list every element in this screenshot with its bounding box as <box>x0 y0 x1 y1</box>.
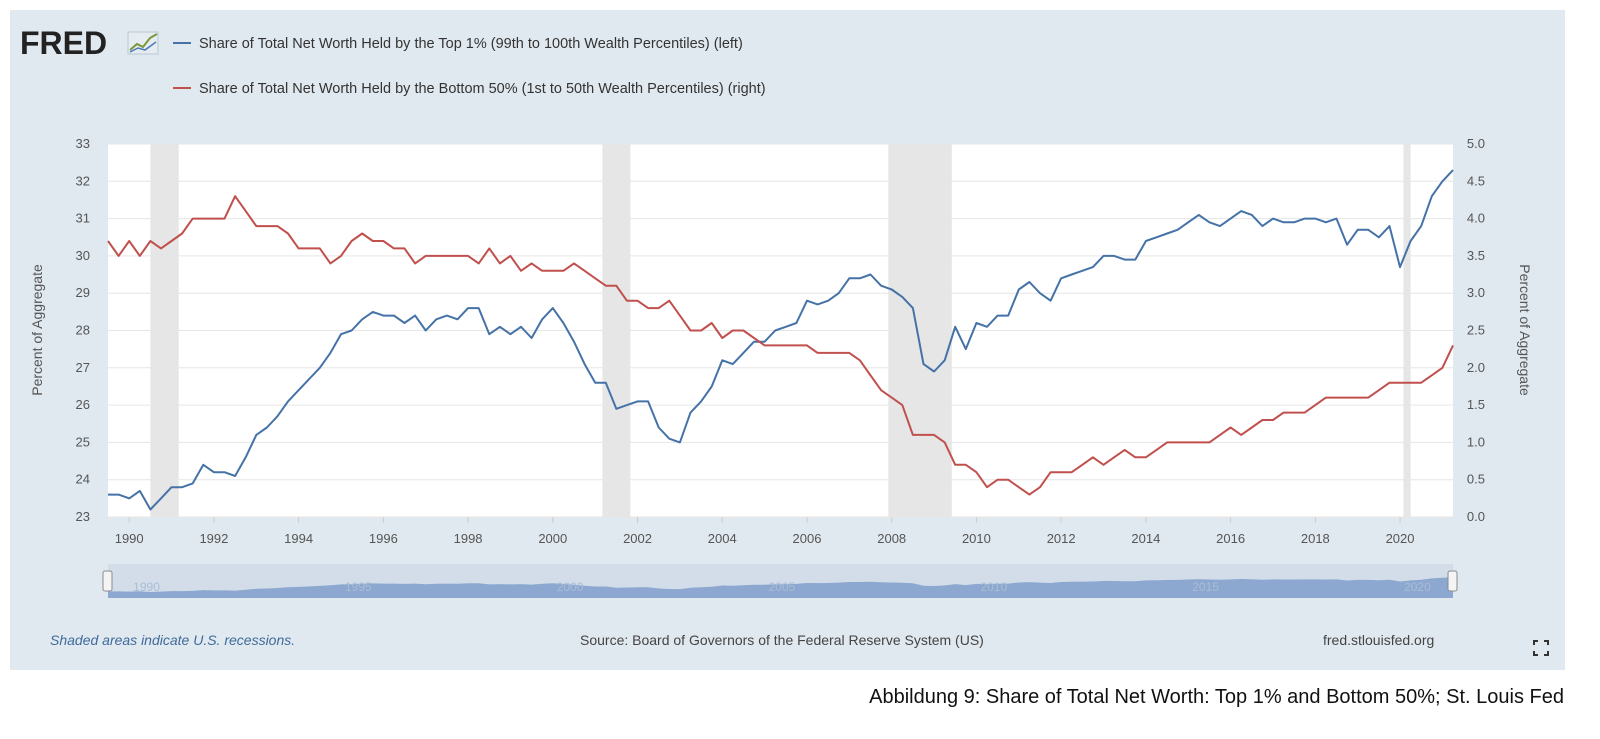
chart-panel: FRED Share of Total Net Worth Held by th… <box>10 10 1565 670</box>
navigator-tick-label: 1995 <box>345 580 372 594</box>
y-right-tick-label: 1.5 <box>1467 397 1485 412</box>
y-right-tick-label: 1.0 <box>1467 434 1485 449</box>
series-line-top1 <box>108 169 1454 511</box>
x-tick-label: 1990 <box>115 531 144 546</box>
y-left-tick-label: 27 <box>76 360 90 375</box>
legend-item-top1[interactable]: Share of Total Net Worth Held by the Top… <box>173 36 743 52</box>
y-right-tick-label: 4.0 <box>1467 211 1485 226</box>
x-tick-label: 2006 <box>793 531 822 546</box>
y-left-tick-label: 29 <box>76 285 90 300</box>
x-tick-label: 1992 <box>199 531 228 546</box>
legend-label-top1: Share of Total Net Worth Held by the Top… <box>199 36 743 52</box>
x-tick-label: 1998 <box>454 531 483 546</box>
navigator-handle-left[interactable] <box>102 570 113 592</box>
navigator-area <box>108 577 1453 598</box>
series-lines <box>107 169 1454 511</box>
x-tick-label: 2010 <box>962 531 991 546</box>
y-left-tick-label: 33 <box>76 136 90 151</box>
fred-logo-chart-icon <box>127 31 159 55</box>
figure-caption: Abbildung 9: Share of Total Net Worth: T… <box>869 686 1564 708</box>
y-left-tick-label: 26 <box>76 397 90 412</box>
y-axis-left: 23 24 25 26 27 28 29 30 31 32 33 <box>76 136 90 524</box>
legend-item-bottom50[interactable]: Share of Total Net Worth Held by the Bot… <box>173 81 766 97</box>
recession-note: Shaded areas indicate U.S. recessions. <box>50 632 296 648</box>
x-tick-label: 2018 <box>1301 531 1330 546</box>
x-tick-label: 2016 <box>1216 531 1245 546</box>
y-left-tick-label: 28 <box>76 323 90 338</box>
x-tick-label: 1996 <box>369 531 398 546</box>
y-left-tick-label: 31 <box>76 211 90 226</box>
y-right-tick-label: 0.0 <box>1467 509 1485 524</box>
chart: FRED Share of Total Net Worth Held by th… <box>20 25 1533 598</box>
legend[interactable]: Share of Total Net Worth Held by the Top… <box>173 36 766 97</box>
navigator-handle-right[interactable] <box>1447 570 1458 592</box>
y-right-tick-label: 2.5 <box>1467 323 1485 338</box>
navigator-tick-label: 1990 <box>133 580 160 594</box>
website-link[interactable]: fred.stlouisfed.org <box>1323 632 1435 648</box>
legend-label-bottom50: Share of Total Net Worth Held by the Bot… <box>199 81 766 97</box>
navigator-tick-label: 2010 <box>980 580 1007 594</box>
x-tick-label: 2008 <box>877 531 906 546</box>
y-axis-right: 0.0 0.5 1.0 1.5 2.0 2.5 3.0 3.5 4.0 4.5 5.0 <box>1467 136 1485 524</box>
y-axis-right-title: Percent of Aggregate <box>1517 264 1533 396</box>
x-tick-label: 2000 <box>538 531 567 546</box>
x-tick-label: 2014 <box>1131 531 1160 546</box>
navigator-ticks: 1990 1995 2000 2005 2010 2015 2020 <box>133 580 1431 594</box>
navigator-tick-label: 2000 <box>557 580 584 594</box>
x-tick-label: 2020 <box>1386 531 1415 546</box>
y-left-tick-label: 32 <box>76 173 90 188</box>
fullscreen-icon[interactable] <box>1533 640 1549 656</box>
y-axis-left-title: Percent of Aggregate <box>29 264 45 396</box>
y-right-tick-label: 4.5 <box>1467 173 1485 188</box>
navigator-tick-label: 2005 <box>769 580 796 594</box>
y-left-tick-label: 30 <box>76 248 90 263</box>
fred-logo[interactable]: FRED <box>20 25 107 61</box>
x-axis: 1990 1992 1994 1996 1998 2000 2002 2004 2006 2008… <box>115 517 1415 546</box>
x-tick-label: 1994 <box>284 531 313 546</box>
gridlines <box>108 143 1453 518</box>
y-left-tick-label: 25 <box>76 434 90 449</box>
y-right-tick-label: 2.0 <box>1467 360 1485 375</box>
source-note: Source: Board of Governors of the Federa… <box>580 632 984 648</box>
navigator-tick-label: 2015 <box>1192 580 1219 594</box>
x-tick-label: 2004 <box>708 531 737 546</box>
series-line-bottom50 <box>107 195 1454 496</box>
y-left-tick-label: 24 <box>76 472 90 487</box>
navigator-tick-label: 2020 <box>1404 580 1431 594</box>
y-right-tick-label: 3.5 <box>1467 248 1485 263</box>
x-tick-label: 2002 <box>623 531 652 546</box>
y-right-tick-label: 5.0 <box>1467 136 1485 151</box>
x-tick-label: 2012 <box>1047 531 1076 546</box>
range-navigator[interactable]: 1990 1995 2000 2005 2010 2015 2020 <box>102 564 1458 598</box>
y-right-tick-label: 0.5 <box>1467 472 1485 487</box>
y-right-tick-label: 3.0 <box>1467 285 1485 300</box>
y-left-tick-label: 23 <box>76 509 90 524</box>
